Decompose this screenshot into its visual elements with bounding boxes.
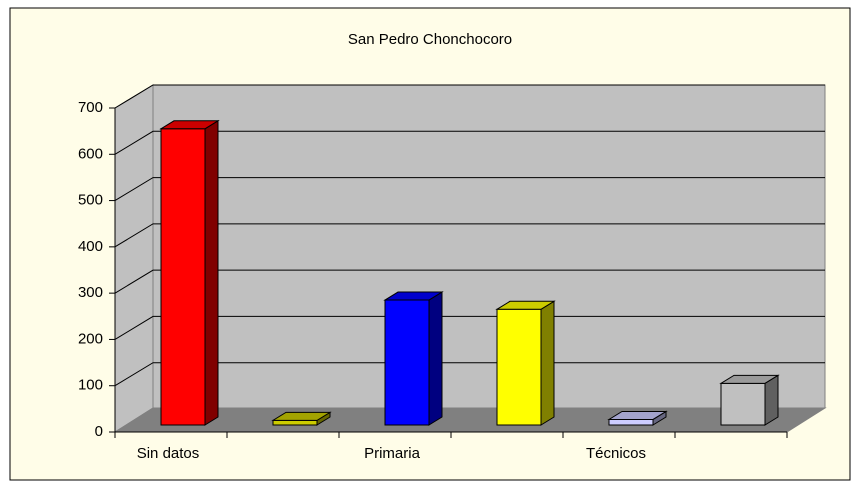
bar-front xyxy=(384,299,430,426)
bar xyxy=(271,411,332,426)
bar-side xyxy=(764,374,779,426)
grid-line xyxy=(114,315,825,340)
back-wall xyxy=(152,84,826,409)
bar-top xyxy=(383,291,444,301)
bar-top xyxy=(719,374,780,384)
x-tick-label: Técnicos xyxy=(586,445,646,462)
bar xyxy=(607,410,668,426)
grid-line xyxy=(114,84,825,109)
bar-front xyxy=(272,419,318,426)
bar xyxy=(383,291,444,426)
y-tick-label: 700 xyxy=(78,99,103,116)
grid-line xyxy=(114,177,825,201)
floor xyxy=(113,407,827,433)
bar-top xyxy=(607,410,668,420)
y-tick-label: 500 xyxy=(78,192,103,209)
bar-top xyxy=(495,300,556,310)
grid-line xyxy=(114,223,825,248)
bar-front xyxy=(496,308,542,426)
bar-side xyxy=(540,300,555,426)
side-wall xyxy=(114,84,154,433)
grid-line xyxy=(114,130,825,155)
bar-side xyxy=(428,291,443,426)
y-tick-label: 0 xyxy=(95,423,103,440)
y-tick-label: 400 xyxy=(78,238,103,255)
bar xyxy=(159,119,220,426)
chart-title: San Pedro Chonchocoro xyxy=(348,31,512,48)
bar xyxy=(495,300,556,426)
bar xyxy=(719,374,780,426)
bar-top xyxy=(271,411,332,421)
y-tick-label: 200 xyxy=(78,330,103,347)
grid-line xyxy=(114,362,825,387)
bar-front xyxy=(608,418,654,426)
x-tick-label: Primaria xyxy=(364,445,420,462)
bar-front xyxy=(160,128,206,426)
bar-side xyxy=(204,119,219,426)
y-tick-label: 100 xyxy=(78,377,103,394)
bar-front xyxy=(720,382,766,426)
x-tick-label: Sin datos xyxy=(137,445,200,462)
bar-top xyxy=(159,120,220,130)
y-tick-label: 600 xyxy=(78,145,103,162)
y-tick-label: 300 xyxy=(78,284,103,301)
grid-line xyxy=(114,269,825,294)
